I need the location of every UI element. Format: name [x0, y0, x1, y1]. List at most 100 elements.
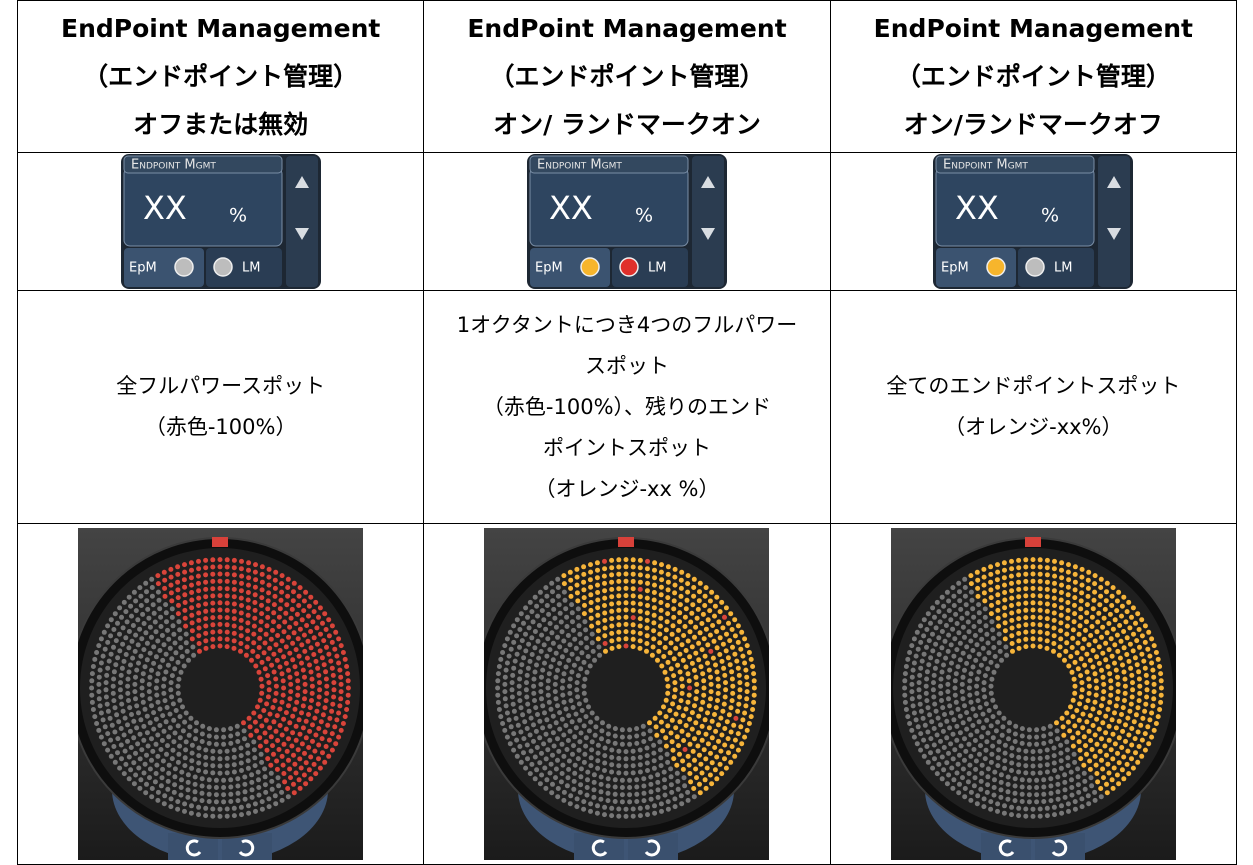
spot: [170, 615, 175, 620]
spot: [517, 691, 522, 696]
spot: [946, 751, 951, 756]
spot: [306, 614, 311, 619]
spot: [610, 813, 615, 818]
spot: [576, 673, 581, 678]
spot: [239, 611, 244, 616]
spot: [141, 738, 146, 743]
spot: [232, 624, 237, 629]
spot: [1121, 670, 1126, 675]
spot: [954, 700, 959, 705]
spot: [924, 691, 929, 696]
spot: [525, 673, 530, 678]
lm-led: [214, 258, 232, 276]
spot: [1133, 621, 1138, 626]
spot: [596, 743, 601, 748]
spot: [197, 746, 202, 751]
spot: [579, 731, 584, 736]
spot: [148, 651, 153, 656]
spot: [592, 787, 597, 792]
spot: [659, 562, 664, 567]
spot: [687, 678, 692, 683]
spot: [512, 748, 517, 753]
spot: [288, 775, 293, 780]
spot: [1030, 600, 1035, 605]
spot: [997, 640, 1002, 645]
spot: [302, 599, 307, 604]
spot: [517, 645, 522, 650]
spot: [307, 729, 312, 734]
spot: [1009, 596, 1014, 601]
spot: [682, 738, 687, 743]
spot: [156, 590, 161, 595]
top-marker: [618, 537, 634, 547]
spot: [1107, 700, 1112, 705]
spot: [599, 736, 604, 741]
spot: [149, 703, 154, 708]
spot: [182, 809, 187, 814]
spot: [555, 758, 560, 763]
spot: [958, 730, 963, 735]
spot: [182, 720, 187, 725]
spot: [715, 698, 720, 703]
spot: [232, 813, 237, 818]
spot: [958, 657, 963, 662]
spot: [698, 630, 703, 635]
spot: [1136, 744, 1141, 749]
spot: [961, 767, 966, 772]
spot: [624, 629, 629, 634]
spot: [1072, 611, 1077, 616]
spot: [1059, 560, 1064, 565]
spot: [313, 771, 318, 776]
spot: [638, 806, 643, 811]
spot: [709, 682, 714, 687]
spot: [346, 686, 351, 691]
spot: [177, 619, 182, 624]
spot: [666, 723, 671, 728]
spot: [1045, 813, 1050, 818]
spot: [979, 771, 984, 776]
spot: [309, 645, 314, 650]
spot: [1016, 594, 1021, 599]
spot: [260, 587, 265, 592]
spot: [666, 611, 671, 616]
spot: [734, 716, 739, 721]
spot: [564, 723, 569, 728]
spot: [725, 719, 730, 724]
spot: [935, 749, 940, 754]
spot: [584, 636, 589, 641]
spot: [300, 741, 305, 746]
spot: [1136, 698, 1141, 703]
spot: [652, 583, 657, 588]
header-row: EndPoint Management（エンドポイント管理）オフまたは無効End…: [18, 1, 1237, 153]
spot: [1065, 755, 1070, 760]
spot: [315, 666, 320, 671]
spot: [631, 557, 636, 562]
spot: [1150, 703, 1155, 708]
spot: [165, 628, 170, 633]
spot: [151, 727, 156, 732]
header-line: オン/ ランドマークオン: [424, 101, 829, 149]
spot: [582, 799, 587, 804]
spot: [749, 714, 754, 719]
spot: [671, 701, 676, 706]
spot: [303, 781, 308, 786]
spot: [918, 748, 923, 753]
spot: [155, 639, 160, 644]
spot: [589, 755, 594, 760]
spot: [1090, 615, 1095, 620]
spot: [699, 707, 704, 712]
spot: [1044, 646, 1049, 651]
spot: [282, 771, 287, 776]
spot: [1123, 619, 1128, 624]
spot: [568, 801, 573, 806]
spot: [113, 705, 118, 710]
spot: [995, 801, 1000, 806]
spot: [1078, 615, 1083, 620]
spot: [1059, 590, 1064, 595]
spot: [147, 682, 152, 687]
spot: [1073, 807, 1078, 812]
spot: [228, 726, 233, 731]
spot: [1090, 648, 1095, 653]
spot: [253, 608, 258, 613]
spot: [156, 790, 161, 795]
